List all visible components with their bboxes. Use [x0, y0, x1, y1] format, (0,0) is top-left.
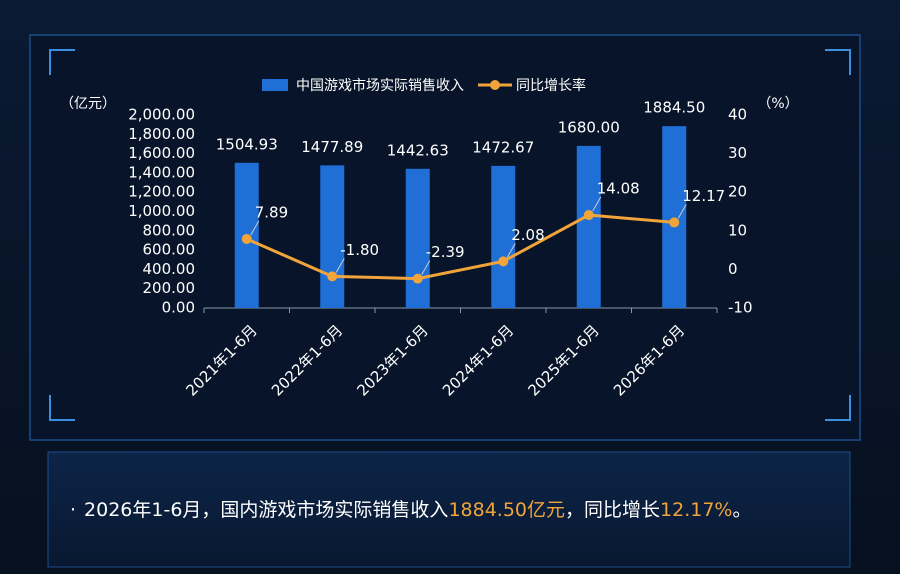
y2-tick-label: 10 [728, 221, 747, 239]
legend-swatch [262, 79, 288, 91]
line-point [498, 256, 509, 267]
line-point [327, 271, 338, 282]
bar [491, 165, 516, 308]
y-tick-label: 2,000.00 [128, 106, 195, 124]
line-point [241, 233, 252, 244]
summary-middle: ，同比增长 [565, 499, 660, 521]
line-value-label: -2.39 [426, 243, 465, 261]
legend-label: 中国游戏市场实际销售收入 [296, 77, 464, 94]
bar [405, 168, 430, 308]
summary-suffix: 。 [732, 499, 751, 521]
label-leader [421, 260, 431, 275]
y-tick-label: 1,600.00 [128, 144, 195, 162]
bar-value-label: 1442.63 [387, 141, 449, 159]
y2-tick-label: -10 [728, 299, 753, 317]
line-value-label: 2.08 [511, 226, 544, 244]
line-point [583, 210, 594, 221]
line [246, 213, 675, 281]
bar [320, 165, 345, 308]
summary-growth: 12.17% [660, 499, 732, 521]
line-value-label: 14.08 [597, 180, 640, 198]
line-value-label: -1.80 [340, 241, 379, 259]
y-tick-label: 1,000.00 [128, 202, 195, 220]
label-leader [335, 258, 345, 273]
bar-value-label: 1472.67 [472, 138, 534, 156]
y-tick-label: 200.00 [143, 279, 196, 297]
y2-tick-label: 40 [728, 106, 747, 124]
frame-corners [49, 49, 851, 421]
summary-box [47, 451, 851, 568]
y2-tick-label: 0 [728, 260, 738, 278]
y-tick-label: 0.00 [162, 299, 195, 317]
bar [662, 126, 687, 308]
y2-tick-label: 20 [728, 183, 747, 201]
y-tick-label: 800.00 [143, 221, 196, 239]
y2-axis-label: （%） [757, 96, 798, 112]
bar [576, 145, 601, 308]
bar-value-label: 1504.93 [216, 135, 278, 153]
y-tick-label: 1,200.00 [128, 183, 195, 201]
label-leader [250, 220, 260, 236]
line-point [412, 273, 423, 284]
summary-text: · 2026年1-6月，国内游戏市场实际销售收入1884.50亿元，同比增长12.… [70, 499, 752, 521]
y-tick-label: 1,800.00 [128, 125, 195, 143]
legend-swatch [490, 80, 500, 90]
bar-value-label: 1477.89 [301, 138, 363, 156]
chart-frame [29, 34, 861, 441]
bar-value-label: 1884.50 [643, 99, 705, 117]
summary-prefix: 2026年1-6月，国内游戏市场实际销售收入 [84, 499, 448, 521]
label-leader [506, 243, 516, 258]
label-leader [677, 204, 687, 219]
label-leader [592, 196, 602, 212]
y-axis-label: （亿元） [60, 96, 116, 112]
line-value-label: 12.17 [682, 187, 725, 205]
summary-revenue: 1884.50亿元 [448, 499, 565, 521]
y-tick-label: 600.00 [143, 241, 196, 259]
legend-label: 同比增长率 [516, 77, 586, 94]
line-point [669, 217, 680, 228]
y-tick-label: 400.00 [143, 260, 196, 278]
y2-tick-label: 30 [728, 144, 747, 162]
bullet: · [70, 499, 76, 521]
line-value-label: 7.89 [255, 203, 288, 221]
bar-value-label: 1680.00 [558, 118, 620, 136]
y-tick-label: 1,400.00 [128, 163, 195, 181]
